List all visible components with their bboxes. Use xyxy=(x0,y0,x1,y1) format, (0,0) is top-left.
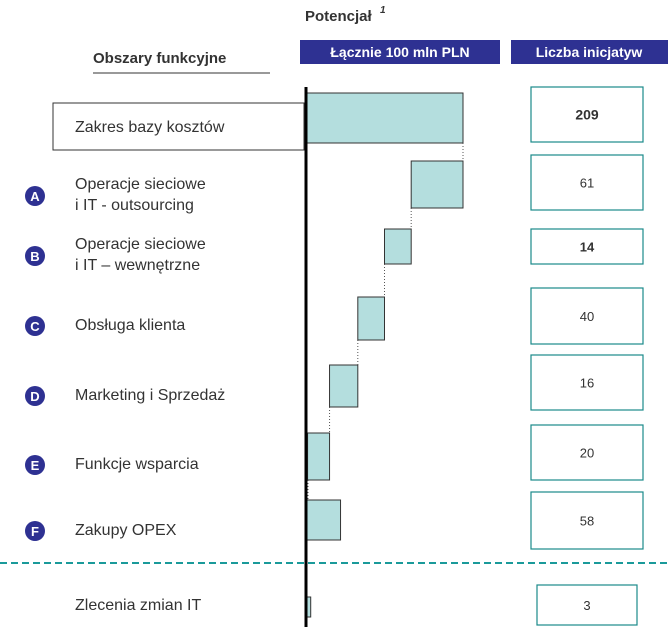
row-label: Marketing i Sprzedaż xyxy=(75,386,226,404)
title: Potencjał xyxy=(305,8,372,25)
row-label: Obsługa klienta xyxy=(75,316,186,334)
badge-letter: B xyxy=(30,249,39,264)
title-note: 1 xyxy=(380,5,386,16)
badge xyxy=(25,455,45,475)
header-box xyxy=(300,40,500,64)
header-box xyxy=(511,40,668,64)
row-header: Obszary funkcyjne xyxy=(93,50,227,67)
badge xyxy=(25,246,45,266)
count-box xyxy=(536,584,638,626)
count: 61 xyxy=(580,176,594,191)
count: 14 xyxy=(580,240,595,255)
bar xyxy=(305,499,342,541)
count-box xyxy=(530,424,644,481)
count: 20 xyxy=(580,446,594,461)
total-box xyxy=(52,102,305,151)
bar xyxy=(410,160,464,209)
badge-letter: E xyxy=(31,458,40,473)
badge xyxy=(25,521,45,541)
count-box xyxy=(530,491,644,550)
count-box xyxy=(530,354,644,411)
row-label: Zlecenia zmian IT xyxy=(75,596,202,614)
badge-letter: C xyxy=(30,319,40,334)
subtitle: Łącznie 100 mln PLN xyxy=(330,44,469,60)
badge xyxy=(25,316,45,336)
count: 58 xyxy=(580,514,594,529)
bar xyxy=(357,296,385,341)
count: 3 xyxy=(583,598,590,613)
row-label: Zakupy OPEX xyxy=(75,521,177,539)
count-header: Liczba inicjatyw xyxy=(536,44,643,60)
bar xyxy=(307,432,331,481)
count: 209 xyxy=(575,107,599,123)
count: 16 xyxy=(580,376,594,391)
row-label: Operacje sieciowe i IT – wewnętrzne xyxy=(75,236,206,274)
badge-letter: A xyxy=(30,189,40,204)
count-box xyxy=(530,228,644,265)
bar xyxy=(384,228,412,265)
bar xyxy=(329,364,359,408)
count-box xyxy=(530,86,644,143)
badge-letter: F xyxy=(31,524,39,539)
row-label: Operacje sieciowe i IT - outsourcing xyxy=(75,176,206,214)
row-label: Funkcje wsparcia xyxy=(75,455,199,473)
count-box xyxy=(530,287,644,345)
bar xyxy=(305,92,464,144)
badge-letter: D xyxy=(30,389,39,404)
badge xyxy=(25,186,45,206)
badge xyxy=(25,386,45,406)
count-box xyxy=(530,154,644,211)
count: 40 xyxy=(580,309,594,324)
row-label: Zakres bazy kosztów xyxy=(75,118,225,136)
